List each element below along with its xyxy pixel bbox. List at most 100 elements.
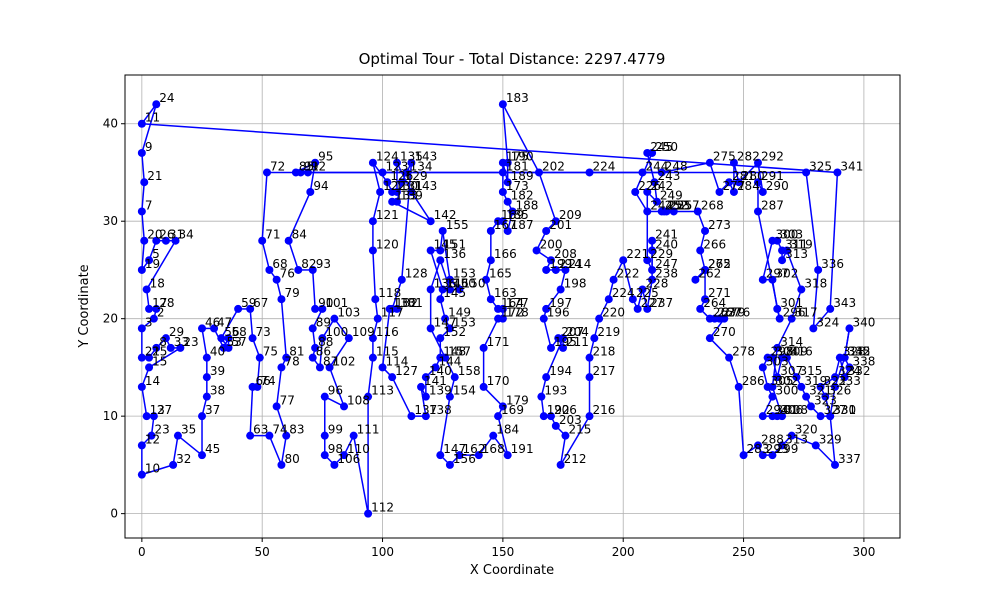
city-label: 53 bbox=[227, 335, 242, 349]
city-label: 127 bbox=[395, 364, 418, 378]
city-marker bbox=[137, 119, 146, 128]
city-marker bbox=[311, 343, 320, 352]
city-label: 328 bbox=[843, 345, 866, 359]
city-marker bbox=[628, 295, 637, 304]
tour-segment bbox=[829, 416, 836, 465]
city-marker bbox=[392, 187, 401, 196]
city-marker bbox=[643, 187, 652, 196]
city-label: 313 bbox=[785, 247, 808, 261]
city-marker bbox=[693, 207, 702, 216]
city-marker bbox=[255, 353, 264, 362]
city-label: 284 bbox=[737, 179, 760, 193]
tour-segment bbox=[172, 435, 179, 466]
grid bbox=[125, 75, 900, 538]
city-marker bbox=[691, 275, 700, 284]
city-label: 135 bbox=[400, 150, 423, 164]
city-label: 71 bbox=[265, 228, 280, 242]
city-label: 172 bbox=[501, 306, 524, 320]
city-marker bbox=[450, 373, 459, 382]
city-label: 146 bbox=[446, 276, 469, 290]
city-marker bbox=[758, 187, 767, 196]
tour-segment bbox=[815, 444, 836, 466]
city-marker bbox=[137, 324, 146, 333]
city-label: 112 bbox=[371, 501, 394, 515]
city-label: 165 bbox=[489, 267, 512, 281]
city-marker bbox=[773, 304, 782, 313]
city-label: 286 bbox=[742, 374, 765, 388]
city-label: 8 bbox=[159, 335, 167, 349]
city-marker bbox=[831, 373, 840, 382]
city-marker bbox=[792, 373, 801, 382]
city-marker bbox=[340, 402, 349, 411]
city-label: 131 bbox=[400, 296, 423, 310]
city-marker bbox=[547, 343, 556, 352]
tour-segment bbox=[786, 250, 803, 290]
city-label: 130 bbox=[393, 296, 416, 310]
city-label: 39 bbox=[210, 364, 225, 378]
city-label: 323 bbox=[814, 393, 837, 407]
city-label: 268 bbox=[701, 198, 724, 212]
city-marker bbox=[140, 236, 149, 245]
city-marker bbox=[277, 363, 286, 372]
tour-segment bbox=[141, 152, 146, 183]
city-label: 314 bbox=[780, 335, 803, 349]
city-marker bbox=[277, 460, 286, 469]
city-label: 26 bbox=[159, 228, 174, 242]
city-label: 275 bbox=[713, 150, 736, 164]
city-label: 226 bbox=[638, 179, 661, 193]
city-label: 46 bbox=[205, 315, 220, 329]
city-marker bbox=[368, 158, 377, 167]
city-label: 106 bbox=[337, 452, 360, 466]
city-label: 204 bbox=[566, 325, 589, 339]
tour-segment bbox=[328, 367, 345, 407]
city-marker bbox=[349, 431, 358, 440]
city-label: 243 bbox=[658, 169, 681, 183]
tour-segment bbox=[728, 357, 740, 388]
city-label: 224 bbox=[612, 286, 635, 300]
city-marker bbox=[445, 392, 454, 401]
city-marker bbox=[729, 158, 738, 167]
city-label: 137 bbox=[414, 403, 437, 417]
tour-segment bbox=[709, 318, 725, 339]
city-label: 14 bbox=[145, 374, 160, 388]
city-marker bbox=[498, 187, 507, 196]
tour-segment bbox=[429, 328, 446, 359]
city-label: 136 bbox=[443, 247, 466, 261]
city-marker bbox=[753, 178, 762, 187]
city-label: 330 bbox=[833, 403, 856, 417]
city-label: 187 bbox=[511, 218, 534, 232]
city-marker bbox=[696, 246, 705, 255]
city-marker bbox=[142, 285, 151, 294]
city-marker bbox=[373, 314, 382, 323]
city-label: 170 bbox=[487, 374, 510, 388]
city-marker bbox=[258, 236, 267, 245]
city-label: 86 bbox=[316, 345, 331, 359]
city-label: 179 bbox=[506, 393, 529, 407]
city-label: 221 bbox=[626, 247, 649, 261]
city-label: 296 bbox=[783, 306, 806, 320]
city-marker bbox=[265, 265, 274, 274]
tour-segment bbox=[141, 386, 148, 417]
city-marker bbox=[137, 470, 146, 479]
city-label: 175 bbox=[506, 150, 529, 164]
city-marker bbox=[816, 412, 825, 421]
city-marker bbox=[729, 187, 738, 196]
city-marker bbox=[585, 353, 594, 362]
city-label: 10 bbox=[145, 462, 160, 476]
city-label: 184 bbox=[496, 423, 519, 437]
city-label: 33 bbox=[174, 335, 189, 349]
tour-segment bbox=[812, 269, 819, 329]
city-marker bbox=[202, 392, 211, 401]
tour-segment bbox=[391, 376, 413, 417]
city-marker bbox=[145, 353, 154, 362]
city-marker bbox=[486, 295, 495, 304]
city-label: 319 bbox=[790, 237, 813, 251]
tour-segment bbox=[843, 328, 851, 358]
city-label: 123 bbox=[386, 159, 409, 173]
city-marker bbox=[392, 197, 401, 206]
city-label: 279 bbox=[722, 306, 745, 320]
city-label: 343 bbox=[833, 296, 856, 310]
city-label: 290 bbox=[766, 179, 789, 193]
city-label: 18 bbox=[150, 276, 165, 290]
tour-segment bbox=[709, 337, 730, 359]
